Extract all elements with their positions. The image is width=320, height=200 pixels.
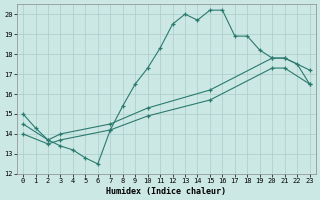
X-axis label: Humidex (Indice chaleur): Humidex (Indice chaleur) [106,187,226,196]
